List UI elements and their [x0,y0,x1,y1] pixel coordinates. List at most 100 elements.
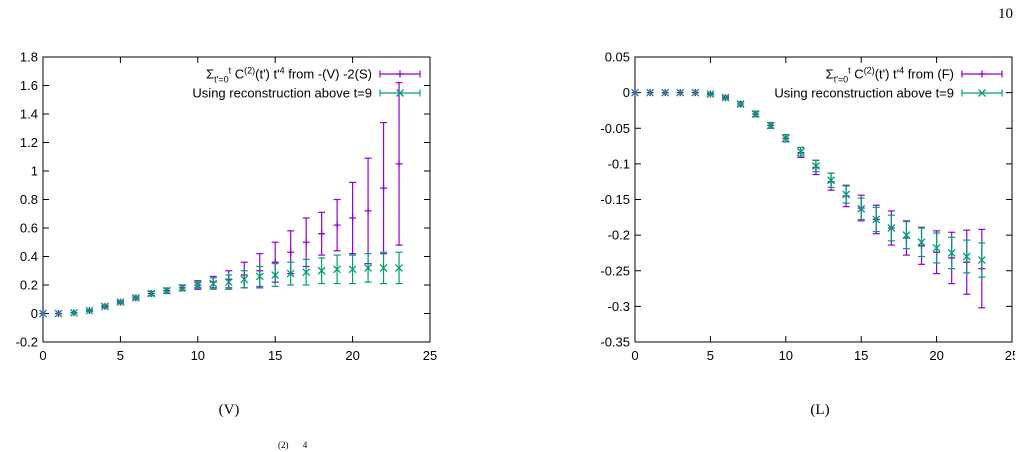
x-tick-label: 25 [1005,348,1015,363]
data-point [116,298,125,307]
series-1 [39,251,403,318]
legend: Σt'=0t C(2)(t') t'4 from (F)Using recons… [774,66,1003,101]
point-marker [781,134,790,143]
data-point [977,242,986,278]
point-marker [193,281,202,289]
y-tick-label: -0.2 [16,335,38,350]
point-marker [85,306,94,315]
data-point [317,257,326,285]
y-tick-label: 0.8 [20,192,38,207]
y-tick-label: 0.4 [20,249,38,264]
point-marker [287,248,295,256]
point-marker [224,278,233,287]
data-point [302,217,310,268]
legend-item-0: Σt'=0t C(2)(t') t'4 from -(V) -2(S) [206,66,421,85]
chart-caption-left: (V) [218,402,240,418]
data-point [917,227,926,258]
data-point [224,274,233,290]
x-tick-label: 25 [423,348,437,363]
legend-item-0: Σt'=0t C(2)(t') t'4 from (F) [826,66,1003,85]
data-point [766,121,775,130]
point-marker [302,268,311,277]
point-marker [947,248,956,257]
point-marker [286,269,295,278]
point-marker [691,88,700,97]
point-marker [178,283,187,292]
y-tick-label: -0.05 [600,121,630,136]
data-point [395,251,403,285]
data-point [255,265,264,288]
x-tick-label: 0 [631,348,638,363]
point-marker [379,263,388,272]
chart-right: -0.35 -0.3 -0.25 -0.2 -0.15 -0.1 -0.05 0 0.05 0 5 1… [600,50,1015,364]
chart-panel-left: -0.2 0 0.2 0.4 0.6 0.8 1 1.2 1.4 1.6 1.8 0 5 10 15 20 25… [0,40,470,370]
data-point [178,283,187,292]
x-tick-label: 10 [191,348,205,363]
point-marker [706,90,715,99]
point-marker [796,147,805,156]
point-marker [766,121,775,130]
point-marker [333,265,342,274]
data-point [364,157,372,265]
y-tick-label: 0 [623,85,630,100]
data-point [380,121,388,255]
point-marker [318,230,326,238]
data-point [100,302,109,311]
data-point [751,110,760,118]
y-tick-label: 0.2 [20,278,38,293]
data-point [147,289,156,298]
point-marker [661,88,670,97]
point-marker [631,88,639,97]
x-tick-label: 0 [39,348,46,363]
point-marker [333,221,341,229]
legend-item-1: Using reconstruction above t=9 [774,86,1003,101]
data-point [348,254,357,285]
y-tick-label: 0.05 [605,50,630,65]
data-point [70,308,78,317]
legend-label: Σt'=0t C(2)(t') t'4 from (F) [826,66,954,85]
point-marker [271,271,280,279]
y-tick-label: 1.4 [20,107,38,122]
data-point [721,93,730,102]
chart-caption-right: (L) [810,402,830,418]
y-tick-label: 1.8 [20,50,38,65]
x-tick-label: 5 [707,348,714,363]
point-marker [395,160,403,168]
point-marker [932,243,941,252]
data-point [842,185,851,204]
y-tick-label: -0.25 [600,263,630,278]
y-tick-label: -0.1 [608,156,630,171]
point-marker [380,184,388,192]
data-point [286,261,295,286]
point-marker [917,238,926,247]
point-marker [39,309,47,318]
data-point [318,211,326,256]
series-0 [631,89,986,309]
legend-label: Σt'=0t C(2)(t') t'4 from -(V) -2(S) [206,66,372,85]
point-marker [147,289,156,298]
point-marker [676,88,685,97]
data-point [209,277,218,290]
data-point [646,88,655,97]
point-marker [962,252,971,261]
data-point [781,134,790,143]
point-marker [317,266,326,275]
data-point [661,88,670,97]
data-point [333,254,342,285]
y-tick-label: -0.15 [600,192,630,207]
point-marker [364,263,373,272]
legend-label: Using reconstruction above t=9 [774,86,954,101]
footer-superscript-fragment: (2) 4 [278,440,307,450]
data-point [54,309,63,318]
point-marker [977,256,986,265]
point-marker [721,93,730,102]
point-marker [872,215,881,224]
chart-left: -0.200.20.40.60.811.21.41.61.80 5 10 15 20 25… [16,50,438,364]
point-marker [827,176,835,185]
x-tick-label: 15 [268,348,282,363]
point-marker [100,302,109,311]
series-0 [39,82,403,317]
data-point [240,270,249,289]
point-marker [240,275,249,284]
data-point [333,198,341,252]
